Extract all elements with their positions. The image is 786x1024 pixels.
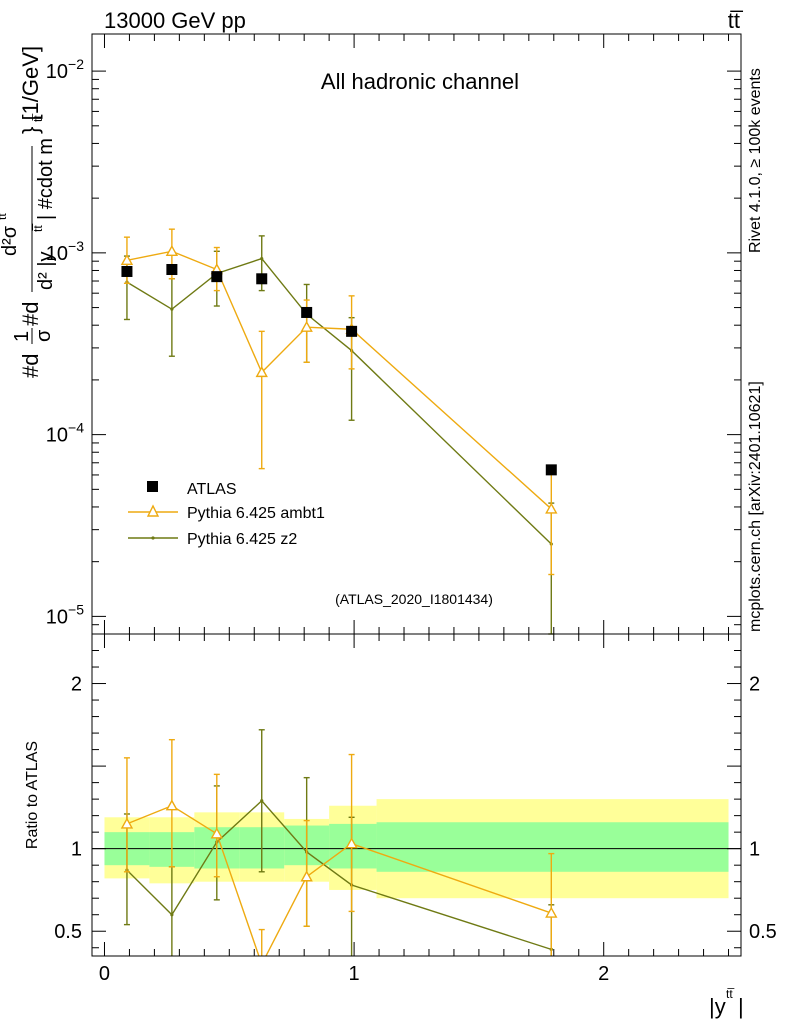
- legend-ambt1-marker: [146, 504, 160, 517]
- z2-point: [170, 307, 174, 311]
- x-label-sup: tt̅: [726, 987, 735, 1001]
- z2-ratio-point: [260, 799, 264, 803]
- y-label-denominator-sup1: tt̅: [31, 223, 45, 232]
- process-label: tt̅: [728, 8, 744, 33]
- uncertainty-band-inner: [376, 822, 729, 872]
- ratio-series-group: [120, 729, 558, 968]
- z2-point: [260, 256, 264, 261]
- x-tick-label: 2: [598, 963, 609, 985]
- energy-label: 13000 GeV pp: [104, 8, 246, 33]
- rivet-label: Rivet 4.1.0, ≥ 100k events: [747, 68, 764, 253]
- atlas-point: [256, 273, 268, 285]
- ambt1-ratio-point: [545, 906, 558, 918]
- y-label-d1: #d: [18, 354, 43, 378]
- ambt1-point: [255, 365, 268, 378]
- z2-ratio-point: [170, 913, 174, 917]
- z2-line: [126, 257, 552, 545]
- ratio-y-label: Ratio to ATLAS: [24, 741, 41, 849]
- main-y-label: #d 1 σ #d d²σ tt̅ d² |y tt̅ | #cdot m tt…: [0, 46, 57, 378]
- y-label-num1: 1: [11, 331, 33, 342]
- ratio-frame: [91, 633, 742, 957]
- ratio-y-tick-label-right: 1: [749, 839, 760, 861]
- ambt1-point: [120, 253, 134, 266]
- ambt1-ratio-point: [300, 870, 313, 882]
- ratio-y-tick-label-left: 2: [71, 674, 82, 696]
- x-tick-label: 1: [349, 963, 360, 985]
- main-panel: 10−5 10−4 10−3 10−2 All hadronic channel (A…: [0, 33, 742, 635]
- y-tick-label: 10−3: [46, 238, 84, 265]
- source-annotation: (ATLAS_2020_I1801434): [335, 591, 493, 607]
- x-label-left: |y: [709, 994, 726, 1019]
- y-label-denominator: d² |y: [35, 251, 57, 290]
- ratio-y-tick-label-left: 0.5: [54, 921, 82, 943]
- atlas-point: [346, 325, 358, 337]
- legend-atlas-marker: [147, 481, 158, 492]
- y-tick-label: 10−4: [46, 420, 84, 447]
- y-label-d2: #d: [18, 302, 43, 326]
- ambt1-point: [300, 320, 313, 332]
- ambt1-line: [126, 250, 552, 510]
- ambt1-ratio-point: [345, 837, 358, 849]
- y-label-sigma: σ: [33, 329, 55, 342]
- ratio-panel: 0.5 0.5 1 1 2 2 0 1 2 Ratio to ATLAS |y tt̅ |: [24, 633, 777, 1019]
- mcplots-label: mcplots.cern.ch [arXiv:2401.10621]: [747, 381, 764, 632]
- y-tick-label: 10−2: [46, 56, 84, 83]
- atlas-point: [121, 265, 133, 277]
- ambt1-point: [165, 244, 179, 256]
- legend-ambt1-label: Pythia 6.425 ambt1: [187, 505, 325, 522]
- ambt1-ratio-point: [257, 959, 267, 968]
- atlas-point: [211, 271, 223, 283]
- atlas-point: [301, 306, 313, 318]
- main-title: All hadronic channel: [321, 69, 519, 94]
- x-label-right: |: [738, 994, 744, 1019]
- ambt1-ratio-point: [165, 799, 179, 811]
- y-label-numerator-sup: tt̅: [0, 211, 9, 220]
- ratio-y-tick-label-right: 2: [749, 674, 760, 696]
- y-tick-label: 10−5: [46, 601, 84, 628]
- legend-atlas-label: ATLAS: [187, 481, 237, 498]
- y-label-numerator: d²σ: [0, 225, 21, 256]
- legend-z2-marker: [151, 536, 155, 540]
- y-label-denominator-mid: | #cdot m: [35, 138, 57, 220]
- ambt1-ratio-point: [210, 827, 223, 839]
- legend: ATLAS Pythia 6.425 ambt1 Pythia 6.425 z2: [128, 481, 325, 548]
- atlas-point: [166, 263, 178, 275]
- legend-z2-label: Pythia 6.425 z2: [187, 531, 297, 548]
- ratio-y-tick-label-right: 0.5: [749, 921, 777, 943]
- atlas-point: [545, 464, 557, 476]
- ambt1-ratio-point: [120, 817, 134, 829]
- ambt1-point: [545, 502, 558, 514]
- ratio-y-tick-label-left: 1: [71, 839, 82, 861]
- y-label-denominator-sup2: tt̅: [31, 113, 45, 122]
- x-tick-label: 0: [99, 963, 110, 985]
- x-axis-label: |y tt̅ |: [709, 987, 744, 1019]
- y-label-units: } [1/GeV]: [18, 46, 43, 134]
